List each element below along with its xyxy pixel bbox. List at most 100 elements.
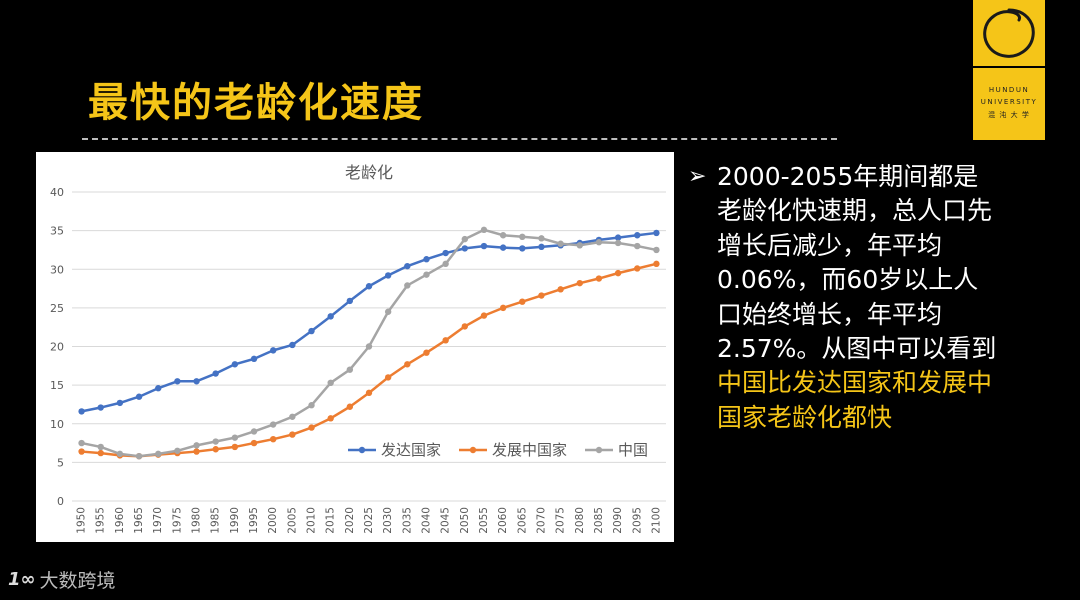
y-tick-label: 15 (50, 379, 64, 392)
data-point (653, 229, 660, 237)
logo-text-university: UNIVERSITY (980, 98, 1038, 106)
x-tick-label: 2035 (401, 507, 413, 534)
data-point (576, 279, 583, 287)
data-point (308, 402, 315, 409)
x-tick-label: 2070 (535, 507, 547, 534)
logo-separator (973, 66, 1045, 68)
hundun-logo: HUNDUN UNIVERSITY 混 沌 大 学 (973, 0, 1045, 140)
x-tick-label: 2040 (420, 507, 432, 534)
data-point (212, 370, 219, 377)
y-tick-label: 5 (57, 456, 64, 469)
data-point (78, 439, 85, 447)
data-point (135, 452, 143, 460)
data-point (519, 233, 526, 241)
data-point (557, 286, 564, 293)
x-tick-label: 2045 (440, 507, 452, 534)
data-point (97, 449, 104, 457)
chart-panel: 老龄化 0 5 10 15 20 25 30 35 40 1950 1955 1960 1965 1970 1… (36, 152, 674, 542)
data-point (346, 366, 354, 373)
data-point (576, 242, 583, 249)
data-point (97, 443, 104, 451)
x-tick-label: 2065 (516, 507, 528, 534)
x-tick-label: 1985 (210, 507, 222, 534)
y-tick-label: 30 (50, 263, 64, 276)
x-tick-label: 1975 (171, 507, 183, 534)
x-tick-label: 1955 (95, 507, 107, 534)
data-point (653, 260, 660, 268)
data-point (384, 308, 392, 315)
data-point (595, 239, 603, 246)
x-tick-label: 1960 (114, 507, 126, 534)
data-point (595, 275, 603, 282)
watermark-text: 大数跨境 (39, 570, 116, 592)
data-point (461, 323, 469, 330)
data-point (365, 283, 373, 290)
series-line (81, 262, 657, 458)
data-point (423, 349, 430, 356)
data-point (461, 245, 469, 252)
bullet-point: ➢ 2000-2055年期间都是老龄化快速期，总人口先增长后减少，年平均0.06… (688, 160, 998, 435)
enso-circle-icon (983, 8, 1035, 58)
x-tick-label: 2090 (612, 507, 624, 534)
data-point (346, 297, 354, 305)
data-point (365, 389, 373, 397)
watermark-logo-icon: 1∞ (8, 569, 36, 590)
x-tick-label: 2055 (478, 507, 490, 534)
data-point (461, 235, 469, 243)
data-point (212, 446, 219, 453)
data-point (116, 450, 124, 458)
data-point (442, 249, 449, 257)
x-tick-label: 1990 (229, 507, 241, 534)
legend-marker (469, 446, 477, 454)
legend-label: 发达国家 (381, 441, 441, 459)
x-tick-label: 2050 (459, 507, 471, 534)
data-point (404, 361, 411, 368)
data-point (289, 431, 296, 438)
x-tick-label: 2080 (574, 507, 586, 534)
data-point (308, 424, 315, 431)
data-point (174, 378, 181, 385)
series-line (81, 231, 657, 413)
data-point (193, 442, 200, 449)
x-tick-label: 2075 (555, 507, 567, 534)
data-point (614, 234, 622, 241)
data-point (442, 260, 449, 268)
data-point (365, 343, 373, 350)
x-tick-label: 2095 (631, 507, 643, 534)
x-tick-label: 1950 (76, 507, 88, 534)
bullet-text: 2000-2055年期间都是老龄化快速期，总人口先增长后减少，年平均0.06%，… (717, 160, 998, 435)
data-point (231, 443, 239, 451)
data-point (480, 242, 488, 250)
data-point (538, 235, 545, 242)
data-point (499, 244, 507, 251)
data-point (327, 379, 334, 387)
data-point (614, 269, 622, 277)
x-tick-label: 2015 (325, 507, 337, 534)
data-point (327, 415, 334, 422)
data-point (155, 385, 162, 392)
legend-marker (358, 446, 366, 454)
x-tick-label: 2020 (344, 507, 356, 534)
data-point (346, 403, 354, 410)
bullet-text-highlight: 中国比发达国家和发展中国家老龄化都快 (717, 368, 993, 432)
data-point (269, 436, 277, 443)
data-point (519, 245, 526, 252)
data-point (174, 447, 181, 454)
x-tick-label: 2025 (363, 507, 375, 534)
legend-label: 中国 (618, 441, 648, 459)
data-point (653, 246, 660, 254)
data-point (634, 242, 641, 250)
logo-text-chinese: 混 沌 大 学 (988, 111, 1030, 119)
data-point (78, 408, 85, 415)
data-point (442, 337, 449, 344)
data-point (404, 282, 411, 289)
data-point (327, 313, 334, 320)
data-point (269, 421, 277, 428)
data-point (423, 271, 430, 278)
data-point (193, 448, 200, 455)
bullet-text-plain: 2000-2055年期间都是老龄化快速期，总人口先增长后减少，年平均0.06%，… (717, 162, 997, 364)
slide-title: 最快的老龄化速度 (88, 80, 424, 126)
data-point (97, 404, 104, 411)
x-tick-label: 2030 (382, 507, 394, 534)
